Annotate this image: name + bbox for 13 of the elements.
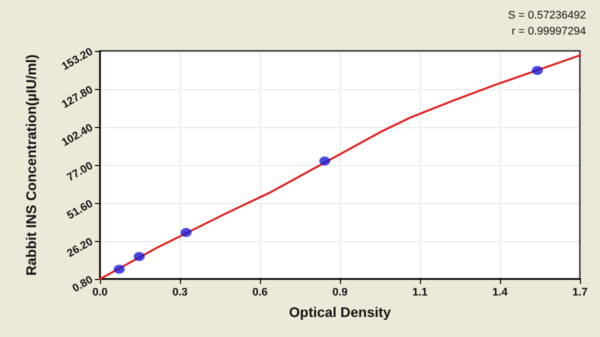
x-tick-label: 0.0 xyxy=(92,286,108,298)
y-tick-label: 51.60 xyxy=(65,198,95,222)
x-tick-label: 1.7 xyxy=(572,286,588,298)
x-tick-label: 0.9 xyxy=(332,286,348,298)
y-tick-label: 77.00 xyxy=(65,160,95,184)
text: r = 0.99997294 xyxy=(512,26,586,38)
x-tick-label: 0.6 xyxy=(252,286,268,298)
y-axis-title: Rabbit INS Concentration(µIU/ml) xyxy=(23,54,39,276)
x-tick-label: 1.1 xyxy=(412,286,428,298)
text: S = 0.57236492 xyxy=(508,10,586,22)
x-tick-label: 0.3 xyxy=(172,286,188,298)
x-tick-label: 1.4 xyxy=(492,286,509,298)
x-axis-title: Optical Density xyxy=(289,304,392,320)
